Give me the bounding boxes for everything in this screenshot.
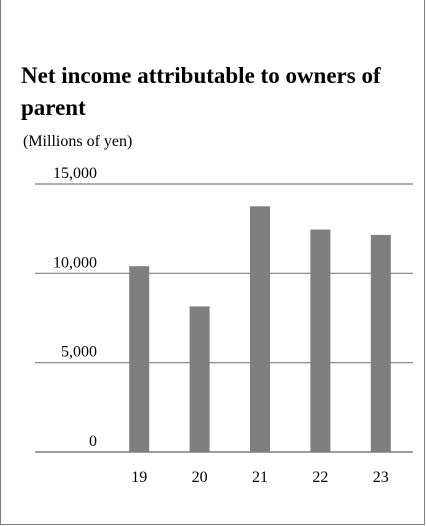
- y-tick-label: 10,000: [53, 254, 97, 271]
- y-tick-label: 5,000: [61, 344, 97, 361]
- x-tick-label: 21: [252, 469, 268, 486]
- bars: [129, 206, 391, 452]
- x-tick-label: 19: [131, 469, 147, 486]
- y-tick-label: 15,000: [53, 165, 97, 182]
- x-tick-label: 22: [312, 469, 328, 486]
- bar: [189, 306, 210, 452]
- y-tick-labels: 0 5,000 10,000 15,000: [53, 165, 97, 450]
- bar: [310, 229, 331, 452]
- x-tick-labels: 19 20 21 22 23: [131, 469, 389, 486]
- bar: [370, 234, 391, 452]
- bar: [129, 266, 150, 452]
- bar: [250, 206, 270, 452]
- y-tick-label: 0: [89, 433, 97, 450]
- gridlines: [35, 183, 413, 453]
- unit-label: (Millions of yen): [23, 133, 133, 150]
- chart-title: Net income attributable to owners of par…: [21, 63, 381, 120]
- x-tick-label: 20: [192, 469, 208, 486]
- x-tick-label: 23: [373, 469, 389, 486]
